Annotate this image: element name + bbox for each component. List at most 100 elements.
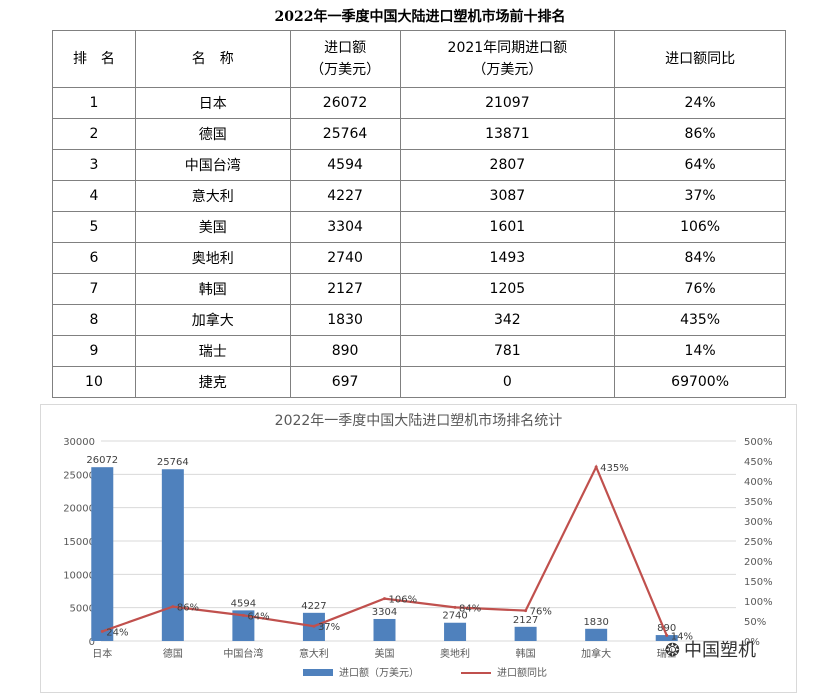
cell-name: 奥地利 xyxy=(134,242,291,274)
y-left-tick-label: 15000 xyxy=(63,537,95,548)
y-left-tick-label: 25000 xyxy=(63,470,95,481)
x-tick-label: 瑞士 xyxy=(657,647,677,660)
cell-rank: 1 xyxy=(52,87,136,119)
cell-import: 3304 xyxy=(289,211,401,243)
x-tick-label: 韩国 xyxy=(516,647,536,660)
cell-import: 4227 xyxy=(289,180,401,212)
cell-import: 890 xyxy=(289,335,401,367)
table-row: 1 日本 26072 21097 24% xyxy=(52,87,786,119)
ratio-point xyxy=(312,624,316,628)
line-data-label: 64% xyxy=(247,611,269,622)
y-left-tick-label: 10000 xyxy=(63,570,95,581)
chart-svg: 2022年一季度中国大陆进口塑机市场排名统计 0 5000 10000 15000 200… xyxy=(63,412,773,679)
bar xyxy=(232,610,255,641)
table-row: 8 加拿大 1830 342 435% xyxy=(52,304,786,336)
line-data-label: 76% xyxy=(530,607,552,618)
cell-name: 韩国 xyxy=(134,273,291,305)
cell-name: 德国 xyxy=(134,118,291,150)
cell-name: 意大利 xyxy=(134,180,291,212)
cell-rank: 5 xyxy=(52,211,136,243)
bar-data-label: 1830 xyxy=(583,617,608,628)
header-prev: 2021年同期进口额 （万美元） xyxy=(399,30,616,88)
watermark: ❂ 中国塑机 xyxy=(665,636,756,662)
bar-data-label: 26072 xyxy=(86,455,118,466)
x-tick-label: 德国 xyxy=(163,647,183,660)
y-left-tick-label: 20000 xyxy=(63,504,95,515)
table-row: 10 捷克 697 0 69700% xyxy=(52,366,786,398)
table-row: 2 德国 25764 13871 86% xyxy=(52,118,786,150)
table-row: 5 美国 3304 1601 106% xyxy=(52,211,786,243)
cell-rank: 2 xyxy=(52,118,136,150)
x-tick-label: 美国 xyxy=(375,647,395,660)
table-row: 6 奥地利 2740 1493 84% xyxy=(52,242,786,274)
cell-ratio: 106% xyxy=(614,211,786,243)
ratio-point xyxy=(100,629,104,633)
cell-ratio: 76% xyxy=(614,273,786,305)
legend-line-label: 进口额同比 xyxy=(497,666,547,679)
bar-data-label: 2127 xyxy=(513,615,538,626)
y-right-tick-label: 300% xyxy=(744,517,773,528)
bar-data-label: 890 xyxy=(657,623,676,634)
line-data-label: 37% xyxy=(318,622,340,633)
cell-prev: 13871 xyxy=(399,118,616,150)
bar-data-label: 4594 xyxy=(231,598,256,609)
cell-import: 26072 xyxy=(289,87,401,119)
cell-prev: 1205 xyxy=(399,273,616,305)
cell-prev: 0 xyxy=(399,366,616,398)
ratio-point xyxy=(383,597,386,601)
y-right-tick-label: 450% xyxy=(744,457,773,468)
bar xyxy=(161,469,184,641)
bar xyxy=(91,467,114,641)
wechat-icon: ❂ xyxy=(664,640,680,661)
cell-rank: 10 xyxy=(52,366,136,398)
cell-ratio: 24% xyxy=(614,87,786,119)
y-right-tick-label: 50% xyxy=(744,617,766,628)
cell-prev: 1493 xyxy=(399,242,616,274)
cell-rank: 8 xyxy=(52,304,136,336)
y-right-tick-label: 500% xyxy=(744,437,773,448)
x-tick-label: 日本 xyxy=(92,647,112,660)
header-import: 进口额 （万美元） xyxy=(289,30,401,88)
table-row: 3 中国台湾 4594 2807 64% xyxy=(52,149,786,181)
ratio-point xyxy=(453,605,457,609)
cell-name: 日本 xyxy=(134,87,291,119)
ratio-point xyxy=(524,609,528,613)
table-row: 7 韩国 2127 1205 76% xyxy=(52,273,786,305)
y-left-tick-label: 5000 xyxy=(70,604,95,615)
cell-prev: 2807 xyxy=(399,149,616,181)
chart-title: 2022年一季度中国大陆进口塑机市场排名统计 xyxy=(275,412,563,429)
header-rank: 排 名 xyxy=(52,30,136,88)
header-prev-line1: 2021年同期进口额 xyxy=(447,40,568,56)
ratio-point xyxy=(241,613,245,617)
table-row: 4 意大利 4227 3087 37% xyxy=(52,180,786,212)
line-data-label: 86% xyxy=(177,603,199,614)
cell-ratio: 69700% xyxy=(614,366,786,398)
table-row: 9 瑞士 890 781 14% xyxy=(52,335,786,367)
y-right-tick-label: 400% xyxy=(744,477,773,488)
cell-prev: 1601 xyxy=(399,211,616,243)
y-left-tick-label: 0 xyxy=(89,637,95,648)
cell-ratio: 64% xyxy=(614,149,786,181)
cell-rank: 4 xyxy=(52,180,136,212)
bar xyxy=(655,635,678,641)
bar xyxy=(514,626,537,641)
ratio-point xyxy=(665,633,669,637)
bar-data-label: 3304 xyxy=(372,607,397,618)
cell-prev: 781 xyxy=(399,335,616,367)
cell-name: 中国台湾 xyxy=(134,149,291,181)
ranking-table: 排 名 名 称 进口额 （万美元） 2021年同期进口额 （万美元） 进口额同比… xyxy=(52,30,786,398)
cell-ratio: 435% xyxy=(614,304,786,336)
line-data-label: 84% xyxy=(459,603,481,614)
bar-data-label: 2740 xyxy=(442,611,467,622)
cell-name: 瑞士 xyxy=(134,335,291,367)
header-import-line2: （万美元） xyxy=(310,62,381,78)
y-right-tick-label: 0% xyxy=(744,637,760,648)
header-prev-line2: （万美元） xyxy=(472,62,543,78)
table-header-row: 排 名 名 称 进口额 （万美元） 2021年同期进口额 （万美元） 进口额同比 xyxy=(52,30,786,88)
legend-bar-swatch xyxy=(303,669,333,676)
header-ratio: 进口额同比 xyxy=(614,30,786,88)
chart-container: 2022年一季度中国大陆进口塑机市场排名统计 0 5000 10000 15000 200… xyxy=(40,404,797,693)
bar xyxy=(444,622,467,641)
cell-prev: 3087 xyxy=(399,180,616,212)
line-data-label: 435% xyxy=(600,463,629,474)
